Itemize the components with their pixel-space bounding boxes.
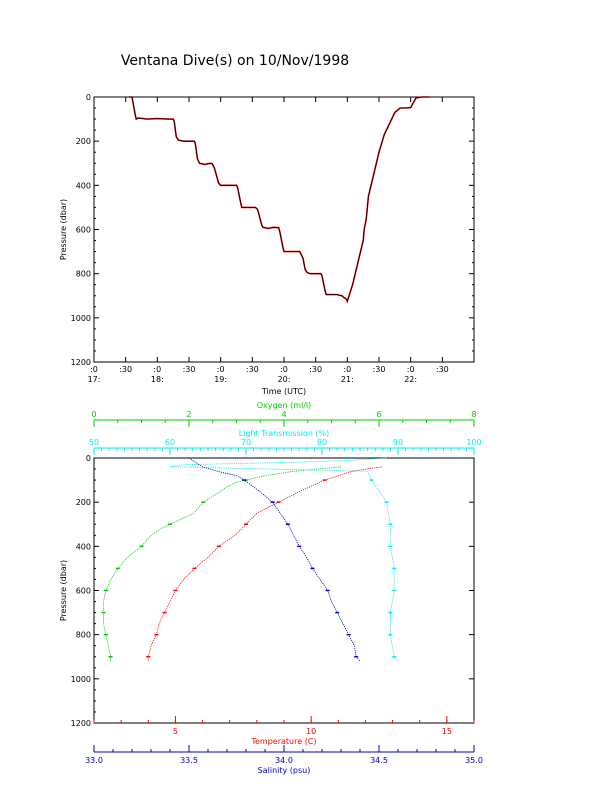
- chart-title: Ventana Dive(s) on 10/Nov/1998: [121, 53, 349, 69]
- light-axis-label: Light Transmission (%): [239, 429, 330, 438]
- light-tick-label: 70: [241, 438, 251, 447]
- x-tick-label-minute: :30: [183, 365, 196, 374]
- water-properties-y-axis-label: Pressure (dbar): [59, 560, 68, 621]
- y-tick-label: 200: [76, 137, 91, 146]
- dive-profile-y-axis-label: Pressure (dbar): [59, 199, 68, 260]
- dive-profile-chart: 020040060080010001200:017::30:018::30:01…: [59, 93, 475, 396]
- temperature-profile-line: [147, 466, 382, 662]
- x-tick-label-minute: :0: [90, 365, 98, 374]
- dive-profile-traces: [128, 96, 430, 304]
- dive-profile-x-axis-label: Time (UTC): [261, 387, 306, 396]
- y-tick-label: 1200: [71, 719, 91, 728]
- light-tick-label: 50: [89, 438, 99, 447]
- light-tick-label: 90: [393, 438, 403, 447]
- light-tick-label: 60: [165, 438, 175, 447]
- x-tick-label-minute: :0: [343, 365, 351, 374]
- x-tick-label-minute: :0: [217, 365, 225, 374]
- salinity-tick-label: 34.0: [275, 756, 293, 765]
- water-properties-chart: 0 200 400 600 800 1000 1200 0 2 4 6 8 Oxygen (ml/l) 5…: [59, 401, 483, 775]
- salinity-series: [188, 457, 361, 662]
- temperature-tick-label: 5: [173, 727, 178, 736]
- salinity-axis-label: Salinity (psu): [258, 766, 311, 775]
- x-tick-label-hour: 18:: [151, 375, 164, 384]
- y-tick-label: 600: [76, 587, 91, 596]
- temperature-axis: 5 10 15 Temperature (C): [93, 716, 475, 746]
- y-tick-label: 800: [76, 270, 91, 279]
- x-tick-label-minute: :0: [407, 365, 415, 374]
- oxygen-profile-line: [103, 466, 342, 662]
- x-tick-label-hour: 22:: [404, 375, 417, 384]
- y-tick-label: 200: [76, 498, 91, 507]
- water-properties-axes: 0 200 400 600 800 1000 1200 0 2 4 6 8 Oxygen (ml/l) 5…: [71, 401, 483, 775]
- x-tick-label-minute: :30: [119, 365, 132, 374]
- light-profile-line: [169, 457, 399, 662]
- x-tick-label-hour: 20:: [278, 375, 291, 384]
- temperature-series: [146, 466, 382, 662]
- light-series: [169, 457, 399, 662]
- y-tick-label: 600: [76, 226, 91, 235]
- light-tick-label: 80: [317, 438, 327, 447]
- y-tick-label: 0: [86, 93, 91, 102]
- oxygen-tick-label: 8: [471, 410, 476, 419]
- x-tick-label-minute: :30: [309, 365, 322, 374]
- x-tick-label-minute: :30: [373, 365, 386, 374]
- x-tick-label-minute: :0: [280, 365, 288, 374]
- temperature-axis-label: Temperature (C): [250, 737, 316, 746]
- y-tick-label: 0: [86, 454, 91, 463]
- salinity-tick-label: 35.0: [465, 756, 483, 765]
- salinity-axis: 33.0 33.5 34.0 34.5 35.0 Salinity (psu): [85, 745, 483, 775]
- y-tick-label: 1200: [71, 358, 91, 367]
- salinity-tick-label: 33.5: [180, 756, 198, 765]
- oxygen-tick-label: 6: [376, 410, 381, 419]
- y-tick-label: 400: [76, 542, 91, 551]
- oxygen-tick-label: 2: [186, 410, 191, 419]
- y-tick-label: 400: [76, 181, 91, 190]
- x-tick-label-minute: :30: [436, 365, 449, 374]
- temperature-tick-label: 15: [442, 727, 452, 736]
- water-properties-plot-frame: [93, 457, 475, 724]
- x-tick-label-hour: 17:: [88, 375, 101, 384]
- salinity-profile-line: [188, 457, 361, 662]
- x-tick-label-hour: 19:: [214, 375, 227, 384]
- water-properties-traces: [101, 457, 399, 662]
- oxygen-tick-label: 0: [91, 410, 96, 419]
- dive-profile-plot-frame: [93, 96, 475, 363]
- y-tick-label: 1000: [71, 314, 91, 323]
- depth-trace-overlay: [128, 96, 430, 304]
- x-tick-label-minute: :30: [246, 365, 259, 374]
- oxygen-tick-label: 4: [281, 410, 286, 419]
- dive-profile-axes: 020040060080010001200:017::30:018::30:01…: [71, 93, 474, 384]
- oxygen-axis-label: Oxygen (ml/l): [257, 401, 312, 410]
- y-tick-label: 800: [76, 631, 91, 640]
- temperature-tick-label: 10: [306, 727, 316, 736]
- x-tick-label-hour: 21:: [341, 375, 354, 384]
- oxygen-axis: 0 2 4 6 8 Oxygen (ml/l): [91, 401, 477, 427]
- salinity-tick-label: 34.5: [370, 756, 388, 765]
- salinity-tick-label: 33.0: [85, 756, 103, 765]
- light-axis: 50 60 70 80 90 100 Light Transmission (%): [89, 429, 482, 455]
- light-tick-label: 100: [466, 438, 481, 447]
- y-tick-label: 1000: [71, 675, 91, 684]
- x-tick-label-minute: :0: [153, 365, 161, 374]
- oxygen-series: [101, 466, 342, 662]
- depth-trace: [128, 96, 430, 303]
